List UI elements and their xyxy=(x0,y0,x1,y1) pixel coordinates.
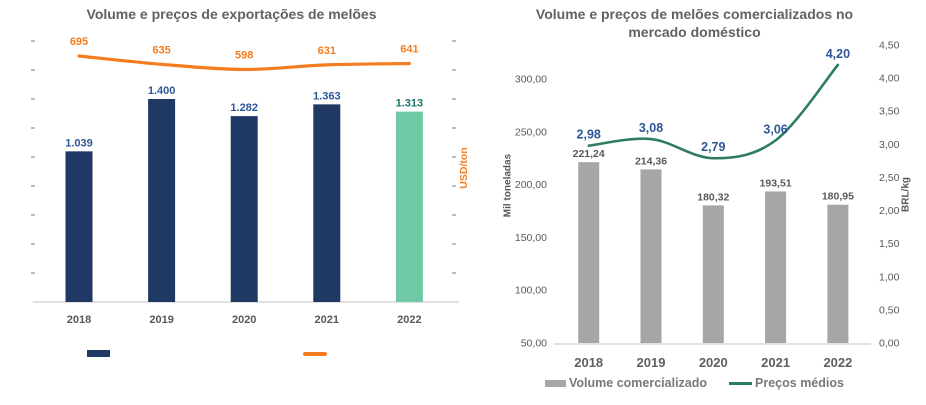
export-price-value-label: 641 xyxy=(400,44,418,56)
domestic-price-value-label: 2,79 xyxy=(701,140,725,154)
secondary-axis-tick-label: 0,50 xyxy=(879,304,900,316)
primary-axis-tick xyxy=(31,156,35,158)
secondary-axis-tick-label: 4,50 xyxy=(879,40,900,52)
legend-prices-label: Preços médios xyxy=(755,376,844,390)
export-price-value-label: 635 xyxy=(152,44,170,56)
x-axis-category-label: 2022 xyxy=(397,314,421,326)
legend-prices-line-swatch xyxy=(729,381,753,385)
x-axis-category-label: 2019 xyxy=(637,355,666,370)
primary-axis-tick-label: 50,00 xyxy=(521,338,547,350)
x-axis-category-label: 2021 xyxy=(761,355,790,370)
export-bar-2020 xyxy=(230,116,258,302)
secondary-axis-tick xyxy=(452,98,456,100)
secondary-axis-tick xyxy=(452,214,456,216)
secondary-axis-tick-label: 2,00 xyxy=(879,205,900,217)
secondary-axis-tick xyxy=(452,243,456,245)
export-bar-value-label: 1.039 xyxy=(65,137,93,149)
primary-axis-tick xyxy=(31,98,35,100)
primary-axis-tick xyxy=(31,214,35,216)
secondary-axis-tick-label: 1,50 xyxy=(879,238,900,250)
volume-bar-2020 xyxy=(702,205,724,343)
export-bar-2018 xyxy=(65,151,93,302)
mil-toneladas-axis-title: Mil toneladas xyxy=(502,153,514,218)
chart-exports-title-text: Volume e preços de exportações de melões xyxy=(86,6,377,22)
brl-kg-axis-title: BRL/kg xyxy=(900,177,912,212)
chart-exports-title: Volume e preços de exportações de melões xyxy=(0,6,463,24)
volume-bar-2021 xyxy=(765,191,787,343)
export-bar-value-label: 1.282 xyxy=(230,102,258,114)
legend-item-prices: Preços médios xyxy=(729,376,844,390)
primary-axis-tick-label: 300,00 xyxy=(515,74,547,86)
domestic-price-value-label: 4,20 xyxy=(826,47,850,61)
x-axis-category-label: 2022 xyxy=(823,355,852,370)
export-price-value-label: 631 xyxy=(318,45,336,57)
chart-domestic-title-text: Volume e preços de melões comercializado… xyxy=(535,6,854,40)
primary-axis-tick xyxy=(31,127,35,129)
export-bar-value-label: 1.313 xyxy=(396,98,424,110)
x-axis-category-label: 2019 xyxy=(149,314,173,326)
legend-volume-label: Volume comercializado xyxy=(569,376,708,390)
secondary-axis-tick xyxy=(452,185,456,187)
domestic-price-line xyxy=(587,63,840,160)
export-price-value-label: 598 xyxy=(235,49,253,61)
legend-export-volume-swatch xyxy=(87,350,110,357)
legend-volume-swatch xyxy=(545,379,567,387)
domestic-price-value-label: 3,06 xyxy=(763,122,787,136)
export-bar-2019 xyxy=(148,99,176,302)
secondary-axis-tick xyxy=(452,69,456,71)
legend-export-price-line-swatch xyxy=(303,352,327,356)
x-axis-category-label: 2021 xyxy=(315,314,339,326)
volume-bar-value-label: 180,32 xyxy=(697,191,729,203)
primary-axis-tick-label: 100,00 xyxy=(515,285,547,297)
export-price-value-label: 695 xyxy=(70,36,88,48)
primary-axis-tick xyxy=(31,69,35,71)
volume-bar-value-label: 221,24 xyxy=(573,148,605,160)
secondary-axis-tick-label: 0,00 xyxy=(879,338,900,350)
export-price-line xyxy=(77,54,411,72)
secondary-axis-tick xyxy=(452,40,456,42)
export-bar-2022 xyxy=(395,111,423,303)
primary-axis-tick xyxy=(31,185,35,187)
volume-bar-2022 xyxy=(827,204,849,343)
secondary-axis-tick xyxy=(452,127,456,129)
x-axis-category-label: 2018 xyxy=(574,355,603,370)
secondary-axis-tick-label: 3,50 xyxy=(879,106,900,118)
export-bar-value-label: 1.363 xyxy=(313,90,341,102)
volume-bar-value-label: 180,95 xyxy=(822,191,854,203)
export-bar-2021 xyxy=(313,104,341,303)
volume-bar-2019 xyxy=(640,169,662,343)
secondary-axis-tick-label: 4,00 xyxy=(879,73,900,85)
volume-bar-value-label: 193,51 xyxy=(760,177,792,189)
primary-axis-tick-label: 200,00 xyxy=(515,179,547,191)
legend-item-volume: Volume comercializado xyxy=(545,376,707,390)
chart-exports-plot: 1.039 1.400 1.282 1.363 1.313 695 635 598 631 641… xyxy=(31,36,459,326)
x-axis-category-label: 2018 xyxy=(67,314,91,326)
primary-axis-tick xyxy=(31,243,35,245)
chart-exports[interactable]: Volume e preços de exportações de melões… xyxy=(0,0,470,405)
chart-domestic-legend: Volume comercializado Preços médios xyxy=(463,376,926,390)
x-axis-category-label: 2020 xyxy=(232,314,256,326)
primary-axis-tick-label: 150,00 xyxy=(515,232,547,244)
secondary-axis-tick-label: 2,50 xyxy=(879,172,900,184)
secondary-axis-tick-label: 3,00 xyxy=(879,139,900,151)
domestic-price-value-label: 2,98 xyxy=(577,128,601,142)
chart-domestic-plot: 50,00 100,00 150,00 200,00 250,00 300,00 0,00 0… xyxy=(515,40,900,371)
export-bar-value-label: 1.400 xyxy=(148,85,176,97)
volume-bar-2018 xyxy=(578,162,600,343)
secondary-axis-tick xyxy=(452,272,456,274)
primary-axis-tick xyxy=(31,40,35,42)
secondary-axis-tick-label: 1,00 xyxy=(879,271,900,283)
domestic-price-value-label: 3,08 xyxy=(639,121,663,135)
volume-bar-value-label: 214,36 xyxy=(635,155,667,167)
x-axis-category-label: 2020 xyxy=(699,355,728,370)
primary-axis-tick xyxy=(31,272,35,274)
primary-axis-tick-label: 250,00 xyxy=(515,126,547,138)
chart-domestic[interactable]: Volume e preços de melões comercializado… xyxy=(463,0,926,405)
chart-domestic-title: Volume e preços de melões comercializado… xyxy=(463,6,926,41)
secondary-axis-tick xyxy=(452,156,456,158)
